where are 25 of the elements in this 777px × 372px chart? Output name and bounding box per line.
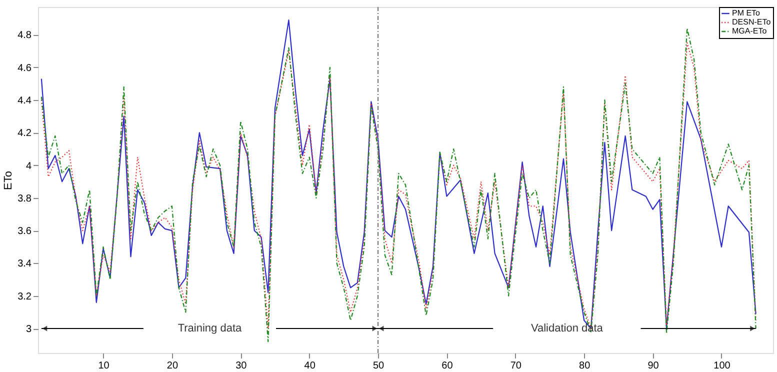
x-tick-label: 40 bbox=[304, 360, 316, 372]
y-tick-label: 4.4 bbox=[18, 96, 32, 107]
y-axis-title: ETo bbox=[2, 171, 15, 190]
y-tick-label: 4.8 bbox=[18, 30, 32, 42]
x-tick-label: 20 bbox=[166, 360, 178, 372]
x-tick-label: 10 bbox=[98, 360, 110, 372]
x-tick-label: 30 bbox=[236, 360, 248, 372]
x-tick-label: 80 bbox=[579, 360, 591, 372]
y-tick-label: 3.6 bbox=[18, 226, 32, 238]
y-tick-label: 3.8 bbox=[18, 193, 32, 204]
annotation: Training data bbox=[178, 322, 243, 335]
y-tick-label: 3 bbox=[26, 324, 32, 336]
legend-label: DESN-ETo bbox=[732, 18, 772, 26]
x-tick-label: 100 bbox=[714, 360, 731, 372]
legend-label: MGA-ETo bbox=[732, 26, 768, 36]
y-tick-label: 4.6 bbox=[18, 62, 32, 74]
y-tick-label: 3.2 bbox=[18, 291, 32, 302]
x-tick-label: 90 bbox=[648, 360, 660, 372]
y-tick-label: 4 bbox=[26, 160, 32, 172]
x-tick-label: 70 bbox=[510, 360, 522, 372]
legend-label: PM ETo bbox=[732, 8, 761, 18]
y-tick-label: 3.4 bbox=[18, 258, 32, 270]
y-tick-label: 4.2 bbox=[18, 128, 32, 140]
x-tick-label: 50 bbox=[372, 360, 385, 372]
x-tick-label: 60 bbox=[442, 360, 454, 372]
